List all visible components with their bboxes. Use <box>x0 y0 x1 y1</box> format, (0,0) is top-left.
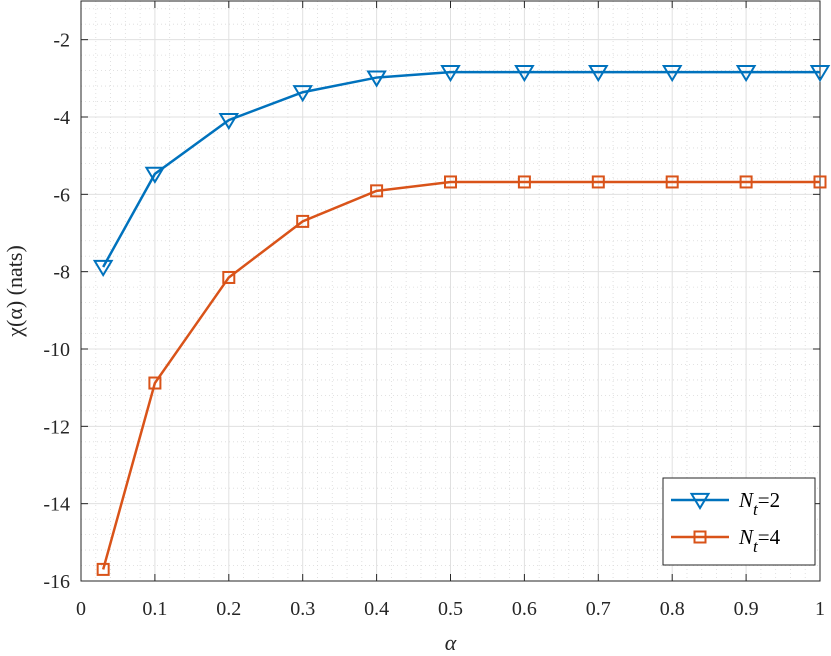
series-line <box>101 180 820 570</box>
data-point <box>588 65 609 83</box>
x-tick-label: 0.6 <box>512 598 537 620</box>
minor-grid <box>81 1 820 581</box>
x-axis-title: α <box>445 630 457 655</box>
data-point <box>661 65 683 83</box>
series-2 <box>96 175 827 576</box>
series-1 <box>92 65 831 278</box>
x-tick-label: 0.5 <box>438 598 463 620</box>
x-tick-label: 0.2 <box>216 598 241 620</box>
data-point <box>735 65 757 83</box>
y-tick-labels: -16 -14 -12 -10 -8 -6 -4 -2 <box>43 30 70 593</box>
data-point <box>809 65 831 83</box>
legend-label: Nt=4 <box>738 525 781 556</box>
data-point <box>96 562 110 576</box>
y-tick-label: -8 <box>53 262 70 284</box>
legend-box <box>662 477 816 566</box>
series-layer <box>92 65 831 576</box>
x-tick-labels: 0 0.1 0.2 0.3 0.4 0.5 0.6 0.7 0.8 0.9 1 <box>76 598 825 620</box>
data-point <box>813 175 827 189</box>
x-tick-label: 0.8 <box>660 598 685 620</box>
x-tick-label: 0.4 <box>364 598 389 620</box>
data-point <box>92 259 114 278</box>
legend-marker <box>689 492 711 511</box>
data-point <box>222 270 236 284</box>
data-point <box>444 175 457 189</box>
x-tick-label: 0.3 <box>290 598 315 620</box>
y-tick-label: -10 <box>43 339 70 361</box>
data-point <box>370 184 384 198</box>
data-point <box>514 65 535 83</box>
x-tick-label: 0 <box>76 598 86 620</box>
x-tick-label: 1 <box>815 598 825 620</box>
data-point <box>739 175 753 189</box>
x-tick-label: 0.1 <box>142 598 167 620</box>
y-tick-label: -4 <box>53 107 70 129</box>
data-point <box>292 85 313 103</box>
data-point <box>665 175 679 189</box>
axis-ticks <box>80 1 821 582</box>
series-line <box>102 70 820 268</box>
data-point <box>366 70 387 88</box>
data-point <box>296 214 310 228</box>
y-tick-label: -14 <box>43 494 70 516</box>
y-tick-label: -12 <box>43 416 70 438</box>
legend: Nt=2 Nt=4 <box>662 477 816 566</box>
data-point <box>144 166 166 184</box>
y-tick-label: -6 <box>53 184 70 206</box>
data-point <box>218 112 240 131</box>
x-tick-label: 0.7 <box>586 598 611 620</box>
x-tick-label: 0.9 <box>734 598 759 620</box>
data-point <box>440 65 461 83</box>
y-tick-label: -2 <box>53 30 70 52</box>
legend-marker <box>693 530 707 544</box>
data-point <box>517 175 531 189</box>
y-tick-label: -16 <box>43 571 70 593</box>
data-point <box>148 376 162 390</box>
data-point <box>591 175 605 189</box>
legend-label: Nt=2 <box>738 488 780 519</box>
y-axis-title: χ(α) (nats) <box>2 245 27 338</box>
